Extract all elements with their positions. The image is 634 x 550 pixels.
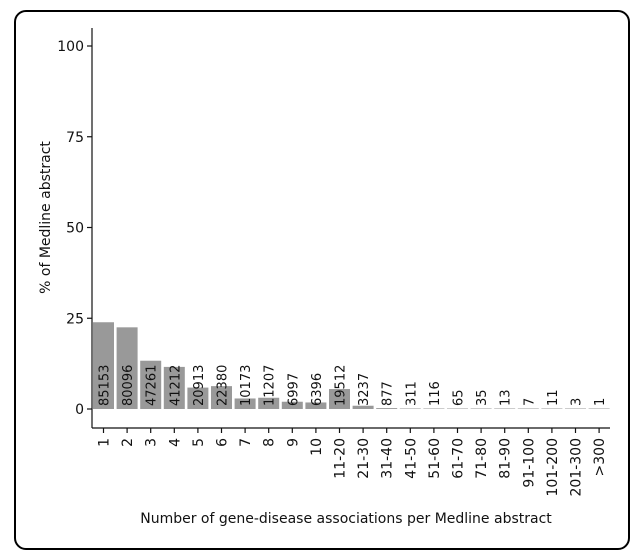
- bar: [281, 401, 303, 409]
- x-axis: 1 2 3 4 5 6 7 8 9 10 11-20 21-30 31-40 41-50 51-60 61-7…: [92, 427, 610, 497]
- data-label: 80096: [121, 365, 136, 406]
- data-label: 6997: [286, 373, 301, 406]
- bar: [163, 366, 185, 409]
- bar: [376, 408, 398, 409]
- bars: [93, 322, 610, 409]
- data-label: 311: [404, 381, 419, 406]
- data-label: 877: [381, 381, 396, 406]
- x-tick-label: 201-300: [569, 438, 585, 497]
- y-axis: 0 25 50 75 100: [57, 28, 93, 428]
- x-tick-label: 5: [191, 438, 207, 447]
- y-tick-label: 75: [66, 130, 84, 146]
- x-tick-label: 7: [238, 438, 254, 447]
- y-tick-label: 50: [66, 221, 84, 237]
- x-tick-label: 81-90: [498, 438, 514, 479]
- data-label: 13: [499, 389, 514, 406]
- y-tick-label: 100: [57, 39, 84, 55]
- bar: [211, 386, 232, 409]
- data-label: 19512: [334, 365, 349, 406]
- bar: [116, 327, 138, 409]
- x-tick-label: 3: [144, 438, 160, 447]
- x-tick-label: 6: [215, 438, 231, 447]
- x-tick-label: 101-200: [545, 438, 561, 497]
- data-label: 116: [428, 381, 443, 406]
- data-label: 11: [546, 389, 561, 406]
- x-tick-label: 4: [167, 438, 183, 447]
- bar: [352, 405, 374, 409]
- x-tick-label: 2: [120, 438, 136, 447]
- x-tick-label: 71-80: [474, 438, 490, 479]
- data-label: 85153: [98, 365, 113, 406]
- data-label: 3: [570, 398, 585, 406]
- bar: [399, 408, 421, 409]
- x-tick-label: 8: [262, 438, 278, 447]
- x-tick-label: 61-70: [451, 438, 467, 479]
- bar: [447, 408, 468, 409]
- data-label: 47261: [145, 365, 160, 406]
- x-tick-label: 10: [309, 438, 325, 456]
- x-tick-label: 11-20: [333, 438, 349, 479]
- bar: [423, 408, 445, 409]
- x-tick-label: 21-30: [356, 438, 372, 479]
- data-label: 65: [452, 389, 467, 406]
- bar: [258, 397, 280, 409]
- x-tick-label: >300: [592, 438, 608, 476]
- data-label: 10173: [239, 365, 254, 406]
- bar: [305, 402, 327, 409]
- bar: [234, 398, 256, 409]
- data-labels: 85153 80096 47261 41212 20913 22380 10173 11207…: [98, 365, 609, 406]
- data-label: 20913: [192, 365, 207, 406]
- data-label: 1: [593, 398, 608, 406]
- x-tick-label: 1: [97, 438, 113, 447]
- bar: [588, 408, 610, 409]
- data-label: 6396: [310, 373, 325, 406]
- x-tick-label: 41-50: [403, 438, 419, 479]
- bar: [517, 408, 539, 409]
- data-label: 41212: [168, 365, 183, 406]
- bar: [565, 408, 586, 409]
- bar: [140, 360, 162, 409]
- y-tick-label: 25: [66, 311, 84, 327]
- data-label: 35: [475, 389, 490, 406]
- x-axis-title: Number of gene-disease associations per …: [140, 511, 552, 527]
- bar: [329, 389, 350, 409]
- x-tick-label: 31-40: [380, 438, 396, 479]
- data-label: 3237: [357, 373, 372, 406]
- y-tick-label: 0: [75, 402, 84, 418]
- data-label: 7: [522, 398, 537, 406]
- x-tick-label: 91-100: [521, 438, 537, 488]
- bar: [494, 408, 516, 409]
- x-tick-label: 51-60: [427, 438, 443, 479]
- data-label: 11207: [263, 365, 278, 406]
- bar: [541, 408, 563, 409]
- bar: [470, 408, 492, 409]
- data-label: 22380: [216, 365, 231, 406]
- x-tick-label: 9: [285, 438, 301, 447]
- bar: [187, 387, 209, 409]
- y-axis-title: % of Medline abstract: [38, 141, 54, 294]
- bar: [93, 322, 114, 409]
